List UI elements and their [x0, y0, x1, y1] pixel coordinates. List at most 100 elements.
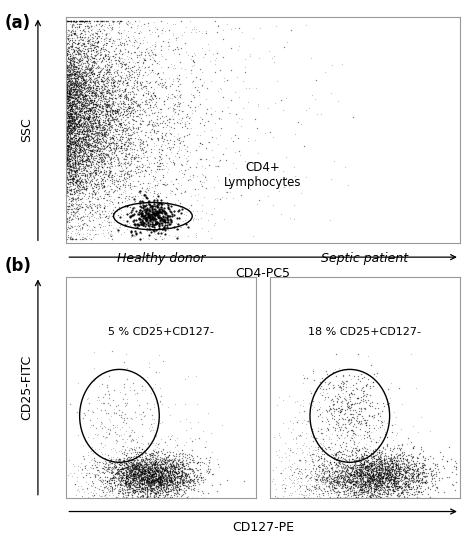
Point: [101, 434, 109, 443]
Point: [138, 484, 146, 493]
Point: [190, 91, 197, 100]
Point: [152, 468, 159, 477]
Point: [67, 75, 74, 84]
Point: [363, 468, 371, 477]
Point: [72, 35, 79, 44]
Point: [71, 69, 78, 77]
Point: [103, 65, 110, 74]
Point: [299, 401, 307, 410]
Point: [94, 129, 102, 138]
Point: [412, 472, 420, 481]
Point: [376, 411, 384, 420]
Point: [86, 81, 94, 90]
Point: [125, 466, 133, 474]
Point: [86, 127, 94, 135]
Point: [398, 485, 406, 494]
Point: [356, 482, 364, 491]
Point: [67, 79, 75, 88]
Point: [75, 133, 82, 142]
Point: [139, 220, 146, 229]
Point: [91, 78, 99, 87]
Point: [316, 474, 324, 483]
Point: [384, 472, 392, 481]
Point: [156, 197, 164, 206]
Point: [403, 455, 410, 463]
Point: [138, 444, 146, 453]
Point: [358, 420, 365, 429]
Point: [128, 468, 135, 477]
Point: [331, 477, 339, 486]
Point: [152, 473, 160, 482]
Point: [349, 381, 357, 390]
Point: [71, 116, 78, 125]
Point: [392, 463, 400, 472]
Point: [78, 84, 85, 92]
Point: [133, 474, 141, 483]
Point: [341, 481, 349, 489]
Point: [120, 123, 128, 132]
Point: [64, 231, 72, 239]
Point: [427, 471, 435, 480]
Point: [128, 489, 136, 498]
Point: [409, 463, 416, 472]
Point: [181, 476, 188, 484]
Point: [370, 369, 377, 378]
Point: [118, 142, 126, 150]
Point: [151, 50, 159, 59]
Point: [339, 478, 347, 487]
Point: [177, 159, 184, 168]
Point: [367, 487, 374, 496]
Point: [178, 464, 186, 473]
Point: [334, 97, 342, 106]
Point: [390, 479, 397, 488]
Point: [66, 109, 73, 118]
Point: [204, 216, 212, 225]
Point: [83, 113, 91, 122]
Point: [146, 217, 153, 226]
Point: [175, 485, 183, 494]
Point: [352, 493, 360, 502]
Point: [95, 220, 103, 228]
Point: [118, 473, 126, 482]
Point: [193, 458, 201, 467]
Point: [98, 17, 106, 25]
Point: [71, 150, 78, 159]
Point: [75, 166, 82, 175]
Point: [125, 52, 133, 61]
Point: [74, 176, 82, 185]
Point: [344, 463, 352, 472]
Point: [439, 462, 447, 471]
Point: [135, 444, 142, 452]
Point: [413, 483, 420, 492]
Point: [147, 487, 155, 496]
Point: [136, 465, 143, 474]
Point: [148, 65, 156, 74]
Point: [106, 107, 113, 116]
Point: [202, 27, 210, 35]
Point: [88, 206, 96, 215]
Point: [98, 486, 105, 494]
Point: [134, 86, 141, 95]
Point: [80, 17, 88, 26]
Point: [72, 156, 80, 165]
Point: [67, 17, 74, 25]
Point: [76, 174, 84, 183]
Point: [403, 440, 410, 449]
Point: [352, 473, 360, 482]
Point: [398, 460, 406, 468]
Point: [152, 478, 159, 487]
Point: [151, 469, 159, 478]
Point: [351, 471, 358, 479]
Point: [139, 474, 146, 483]
Point: [191, 211, 199, 220]
Point: [73, 124, 80, 133]
Point: [88, 128, 95, 137]
Point: [335, 458, 343, 467]
Point: [273, 450, 281, 459]
Point: [151, 466, 158, 475]
Point: [157, 202, 164, 211]
Point: [192, 163, 200, 171]
Point: [203, 29, 210, 38]
Point: [64, 234, 71, 243]
Point: [144, 440, 152, 449]
